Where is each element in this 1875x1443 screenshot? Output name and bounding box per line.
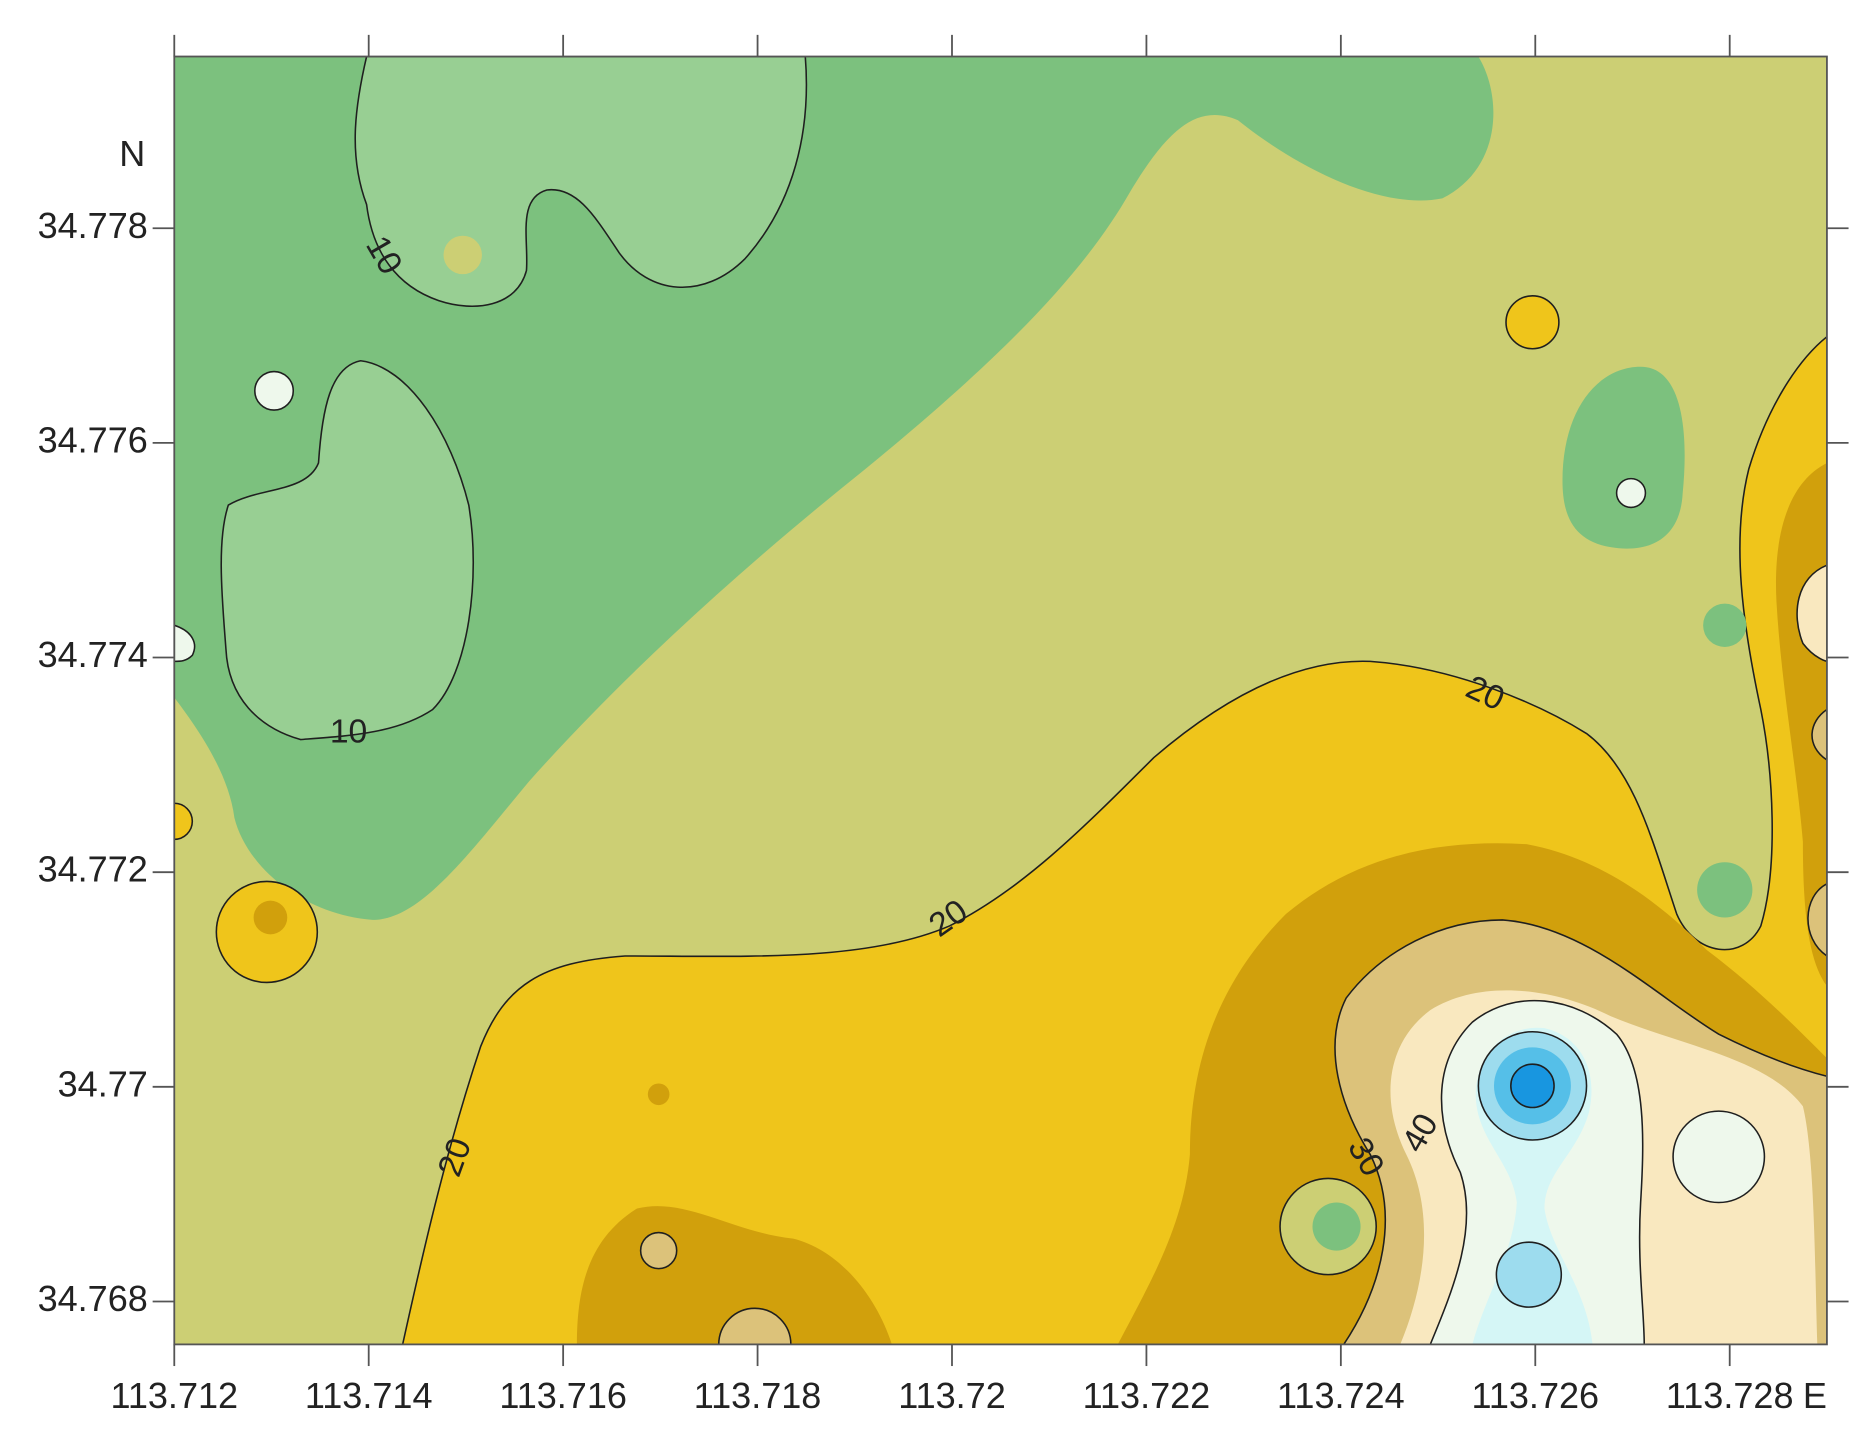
contour-region	[174, 624, 196, 663]
y-axis-label: N	[119, 133, 145, 174]
contour-region	[1697, 862, 1753, 918]
contour-region	[254, 370, 295, 411]
contour-region	[717, 1307, 792, 1345]
contour-region	[220, 359, 475, 741]
contour-region	[1615, 477, 1647, 509]
contour-region	[1703, 603, 1747, 647]
contour-region	[1495, 1241, 1563, 1308]
x-tick-label: 113.726	[1471, 1375, 1599, 1416]
contour-region	[639, 1231, 678, 1270]
x-tick-label: 113.716	[499, 1375, 627, 1416]
x-tick-label: 113.718	[694, 1375, 822, 1416]
y-tick-label: 34.77	[58, 1063, 148, 1104]
contour-label: 10	[330, 713, 367, 750]
x-axis-label: E	[1803, 1375, 1827, 1416]
x-tick-label: 113.722	[1083, 1375, 1211, 1416]
contour-region	[1505, 295, 1560, 350]
contour-region	[253, 900, 288, 935]
y-tick-label: 34.774	[38, 634, 148, 675]
x-tick-label: 113.724	[1277, 1375, 1405, 1416]
x-tick-label: 113.728	[1666, 1375, 1794, 1416]
contour-region	[174, 802, 194, 841]
y-tick-label: 34.768	[38, 1278, 148, 1319]
contour-region	[443, 235, 482, 275]
y-tick-label: 34.778	[38, 205, 148, 246]
x-tick-label: 113.712	[110, 1375, 238, 1416]
contour-region	[647, 1083, 670, 1106]
contour-fill	[174, 56, 1827, 1345]
y-tick-label: 34.772	[38, 849, 148, 890]
contour-region	[1312, 1202, 1361, 1251]
contour-region	[1796, 564, 1827, 663]
contour-region	[1562, 366, 1685, 549]
plot-frame	[173, 55, 1828, 1346]
x-tick-label: 113.714	[305, 1375, 433, 1416]
x-tick-label: 113.72	[898, 1375, 1006, 1416]
contour-region	[1672, 1110, 1766, 1204]
contour-region	[1510, 1063, 1555, 1109]
contour-region	[1807, 882, 1827, 957]
y-tick-label: 34.776	[38, 419, 148, 460]
